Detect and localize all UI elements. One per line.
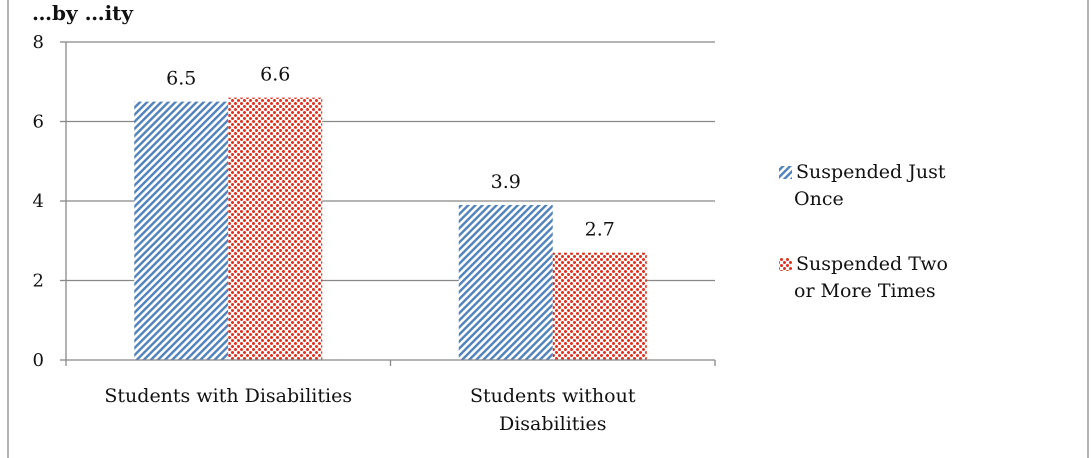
bar: [552, 252, 647, 360]
header-fragment: …by …ity: [32, 1, 134, 25]
legend-label: Suspended Just Once: [794, 161, 946, 210]
y-tick-label: 2: [33, 271, 44, 292]
bar: [228, 97, 323, 361]
legend-swatch: [779, 258, 792, 271]
data-label: 2.7: [585, 219, 615, 241]
y-tick-label: 8: [33, 32, 44, 53]
legend-label-line: or More Times: [794, 280, 936, 302]
legend-label: Suspended Two or More Times: [794, 253, 948, 302]
x-category-label-line: Disabilities: [499, 413, 607, 435]
legend-label-line: Suspended Just: [796, 161, 946, 183]
x-category-label-line: Students with Disabilities: [104, 385, 352, 407]
data-label: 3.9: [491, 171, 521, 193]
legend-label-line: Suspended Two: [796, 253, 948, 275]
y-tick-label: 6: [33, 112, 44, 133]
data-label: 6.6: [260, 64, 290, 86]
y-tick-label: 4: [33, 191, 44, 212]
legend: Suspended Just Once Suspended Two or More T…: [779, 161, 948, 302]
axes: [65, 42, 716, 366]
x-category-label: Students without Disabilities: [470, 385, 636, 435]
bars: [134, 97, 647, 361]
bar: [458, 204, 553, 360]
legend-swatch: [779, 166, 792, 179]
bar: [134, 101, 229, 360]
y-tick-label: 0: [33, 350, 44, 371]
x-category-label-line: Students without: [470, 385, 636, 407]
legend-label-line: Once: [794, 188, 844, 210]
data-label: 6.5: [166, 68, 196, 90]
x-category-label: Students with Disabilities: [104, 385, 352, 407]
labels: 0 2 4 6 8 6.5 6.6 Students with Disabilities 3.9…: [33, 32, 636, 435]
